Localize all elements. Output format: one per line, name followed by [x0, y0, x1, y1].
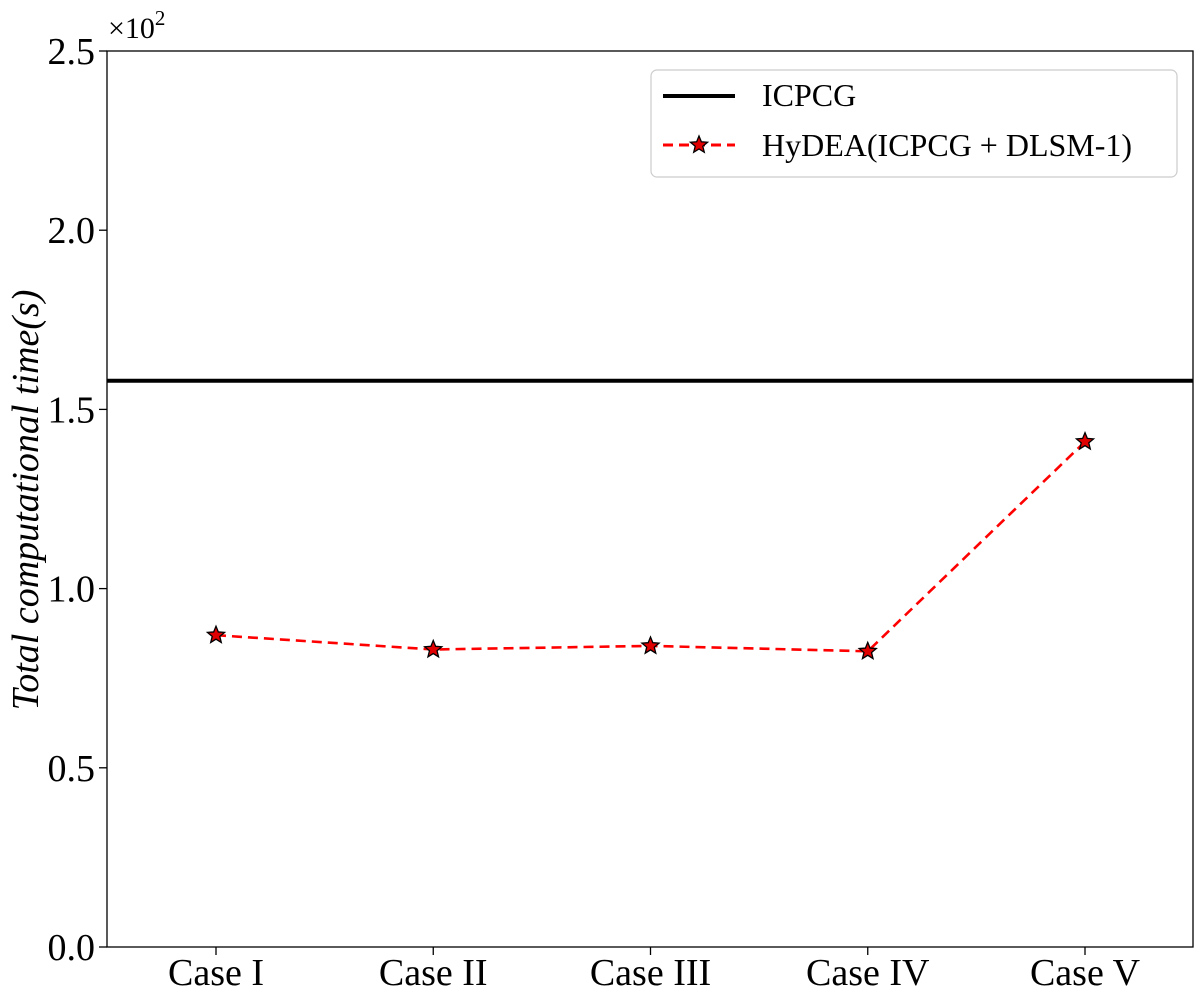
y-tick-label: 2.5 — [48, 31, 96, 73]
y-offset-base: ×10 — [108, 12, 155, 45]
x-tick-label: Case II — [379, 952, 488, 994]
x-axis: Case I Case II Case III Case IV Case V — [168, 947, 1141, 994]
plot-frame — [106, 50, 1194, 948]
legend-hydea-label: HyDEA(ICPCG + DLSM-1) — [762, 127, 1132, 163]
legend-icpcg-label: ICPCG — [762, 77, 856, 113]
y-offset-exponent: 2 — [155, 6, 166, 30]
data-point-star — [205, 624, 227, 644]
y-tick-label: 2.0 — [48, 210, 96, 252]
data-point-star — [1074, 430, 1096, 451]
plot-area — [106, 50, 1194, 948]
x-tick-label: Case V — [1030, 952, 1141, 994]
legend-hydea-marker — [688, 134, 710, 154]
data-point-star — [857, 640, 878, 660]
data-point-star — [423, 638, 444, 659]
y-tick-label: 0.5 — [48, 748, 96, 790]
x-tick-label: Case I — [168, 952, 264, 994]
y-tick-label: 1.5 — [48, 389, 96, 431]
x-tick-label: Case III — [590, 952, 711, 994]
svg-text:×102: ×102 — [108, 6, 165, 45]
x-tick-label: Case IV — [806, 952, 930, 994]
y-tick-label: 1.0 — [48, 569, 96, 611]
series-layer — [107, 378, 1193, 660]
series-line-hydea — [215, 440, 1086, 653]
data-point-star — [640, 635, 661, 655]
legend: ICPCG HyDEA(ICPCG + DLSM-1) — [650, 69, 1178, 178]
y-axis: 0.0 0.5 1.0 1.5 2.0 2.5 — [48, 31, 107, 969]
y-offset-label: ×102 — [108, 6, 165, 45]
y-axis-label: Total computational time(s) — [5, 290, 47, 711]
y-tick-label: 0.0 — [48, 927, 96, 969]
legend-box — [650, 69, 1178, 178]
